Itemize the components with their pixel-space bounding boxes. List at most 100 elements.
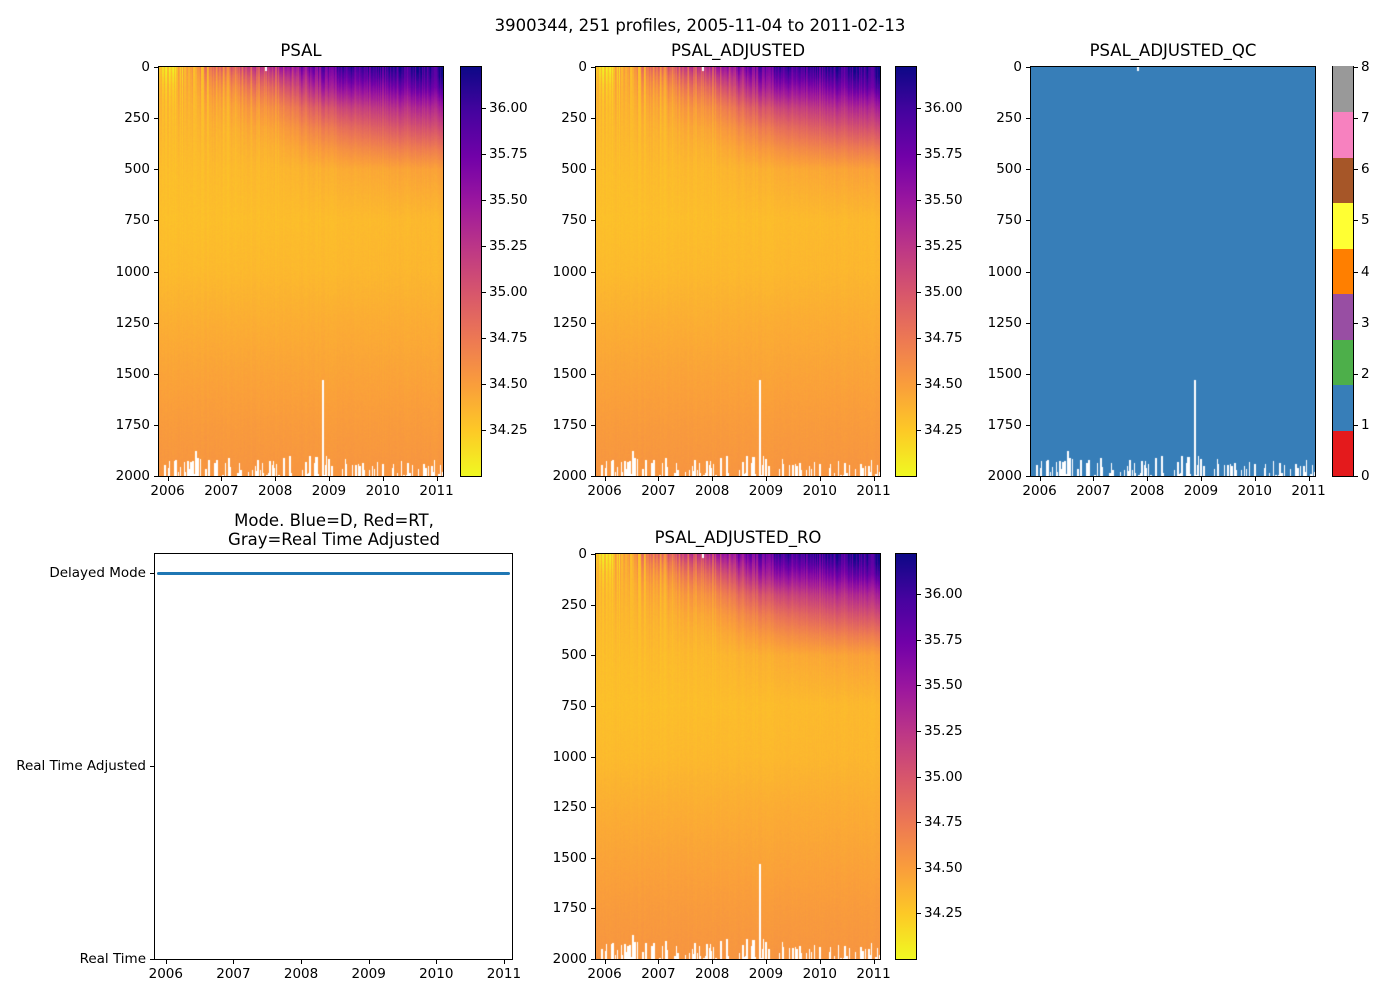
y-tick-label: 1250	[115, 314, 150, 331]
colorbar-tick-mark	[917, 245, 921, 247]
colorbar-tick-label: 35.00	[924, 768, 963, 785]
x-tick-label: 2008	[694, 483, 730, 499]
colorbar-tick-mark	[917, 429, 921, 431]
x-tick-mark	[233, 960, 235, 964]
y-tick-label: 500	[561, 647, 587, 664]
y-tick-mark	[591, 118, 595, 120]
x-tick-label: 2007	[641, 483, 676, 499]
y-tick-label: 1250	[552, 799, 587, 816]
x-tick-mark	[328, 477, 330, 481]
x-tick-label: 2008	[1129, 483, 1165, 499]
x-tick-mark	[275, 477, 277, 481]
mode-y-tick-label: Delayed Mode	[49, 565, 146, 582]
y-tick-mark	[154, 322, 158, 324]
x-tick-label: 2006	[148, 966, 183, 982]
colorbar-tick-mark	[917, 685, 921, 687]
x-tick-mark	[221, 477, 223, 481]
colorbar-tick-mark	[1354, 322, 1358, 324]
x-tick-label: 2006	[1022, 483, 1057, 499]
colorbar-tick-mark	[917, 337, 921, 339]
x-tick-mark	[382, 477, 384, 481]
colorbar-tick-label: 35.00	[489, 283, 528, 300]
x-tick-mark	[167, 477, 169, 481]
colorbar-tick-mark	[917, 594, 921, 596]
colorbar-tick-mark	[917, 730, 921, 732]
y-tick-label: 500	[124, 161, 150, 178]
psal-adjusted-plot-title: PSAL_ADJUSTED	[670, 41, 806, 60]
colorbar-tick-mark	[917, 107, 921, 109]
mode-y-tick-mark	[150, 766, 154, 768]
colorbar-tick-mark	[1354, 118, 1358, 120]
colorbar-tick-label: 3	[1361, 314, 1370, 331]
delayed-mode-line	[157, 572, 510, 576]
y-tick-mark	[591, 67, 595, 68]
colorbar-tick-mark	[482, 107, 486, 109]
y-tick-mark	[1026, 424, 1030, 426]
x-tick-mark	[765, 960, 767, 964]
y-tick-mark	[591, 756, 595, 758]
colorbar-tick-mark	[1354, 271, 1358, 273]
y-tick-mark	[591, 554, 595, 555]
x-tick-label: 2011	[856, 966, 891, 982]
x-tick-label: 2009	[748, 966, 784, 982]
psal_adjusted_qc-heatmap-canvas	[1031, 67, 1315, 476]
colorbar-tick-mark	[1354, 67, 1358, 68]
x-tick-mark	[712, 477, 714, 481]
x-tick-label: 2006	[587, 483, 622, 499]
y-tick-label: 1750	[552, 900, 587, 917]
colorbar-tick-mark	[482, 291, 486, 293]
y-tick-mark	[154, 476, 158, 477]
y-tick-mark	[154, 373, 158, 375]
y-tick-label: 250	[561, 110, 587, 127]
y-tick-label: 1500	[987, 365, 1022, 382]
x-tick-mark	[1093, 477, 1095, 481]
y-tick-label: 750	[561, 697, 587, 714]
colorbar-tick-mark	[482, 245, 486, 247]
x-tick-label: 2008	[694, 966, 730, 982]
y-tick-mark	[591, 959, 595, 960]
qc-colorbar-segment	[1333, 293, 1353, 340]
y-tick-label: 250	[996, 110, 1022, 127]
colorbar-tick-mark	[917, 639, 921, 641]
y-tick-mark	[1026, 322, 1030, 324]
y-tick-mark	[591, 807, 595, 809]
colorbar-tick-label: 1	[1361, 416, 1370, 433]
colorbar-tick-mark	[1354, 424, 1358, 426]
colorbar-tick-label: 35.75	[924, 631, 963, 648]
x-tick-mark	[1254, 477, 1256, 481]
y-tick-mark	[154, 67, 158, 68]
mode-axes	[154, 553, 513, 960]
mode-y-tick-mark	[150, 573, 154, 575]
x-tick-mark	[165, 960, 167, 964]
colorbar-tick-label: 36.00	[924, 99, 963, 116]
psal_adjusted_qc-colorbar	[1332, 65, 1354, 477]
psal-colorbar	[460, 66, 482, 477]
y-tick-mark	[591, 476, 595, 477]
x-tick-mark	[712, 960, 714, 964]
colorbar-tick-label: 34.75	[924, 814, 963, 831]
x-tick-mark	[604, 960, 606, 964]
colorbar-tick-label: 2	[1361, 365, 1370, 382]
x-tick-label: 2006	[150, 483, 185, 499]
y-tick-mark	[1026, 476, 1030, 477]
colorbar-tick-mark	[1354, 373, 1358, 375]
psal_adjusted_ro-heatmap-canvas	[596, 554, 880, 959]
colorbar-tick-mark	[482, 429, 486, 431]
y-tick-mark	[154, 169, 158, 171]
x-tick-label: 2008	[257, 483, 293, 499]
y-tick-label: 1500	[552, 365, 587, 382]
y-tick-label: 0	[141, 59, 150, 75]
qc-colorbar-segment	[1333, 111, 1353, 158]
x-tick-mark	[1147, 477, 1149, 481]
colorbar-tick-mark	[917, 291, 921, 293]
mode-y-tick-label: Real Time Adjusted	[16, 758, 146, 775]
y-tick-mark	[591, 908, 595, 910]
y-tick-mark	[154, 220, 158, 222]
y-tick-label: 1000	[987, 263, 1022, 280]
y-tick-label: 500	[996, 161, 1022, 178]
colorbar-tick-label: 36.00	[489, 99, 528, 116]
colorbar-tick-label: 34.50	[489, 375, 528, 392]
y-tick-label: 250	[561, 596, 587, 613]
psal-adjusted-ro-plot-title: PSAL_ADJUSTED_RO	[654, 528, 822, 547]
